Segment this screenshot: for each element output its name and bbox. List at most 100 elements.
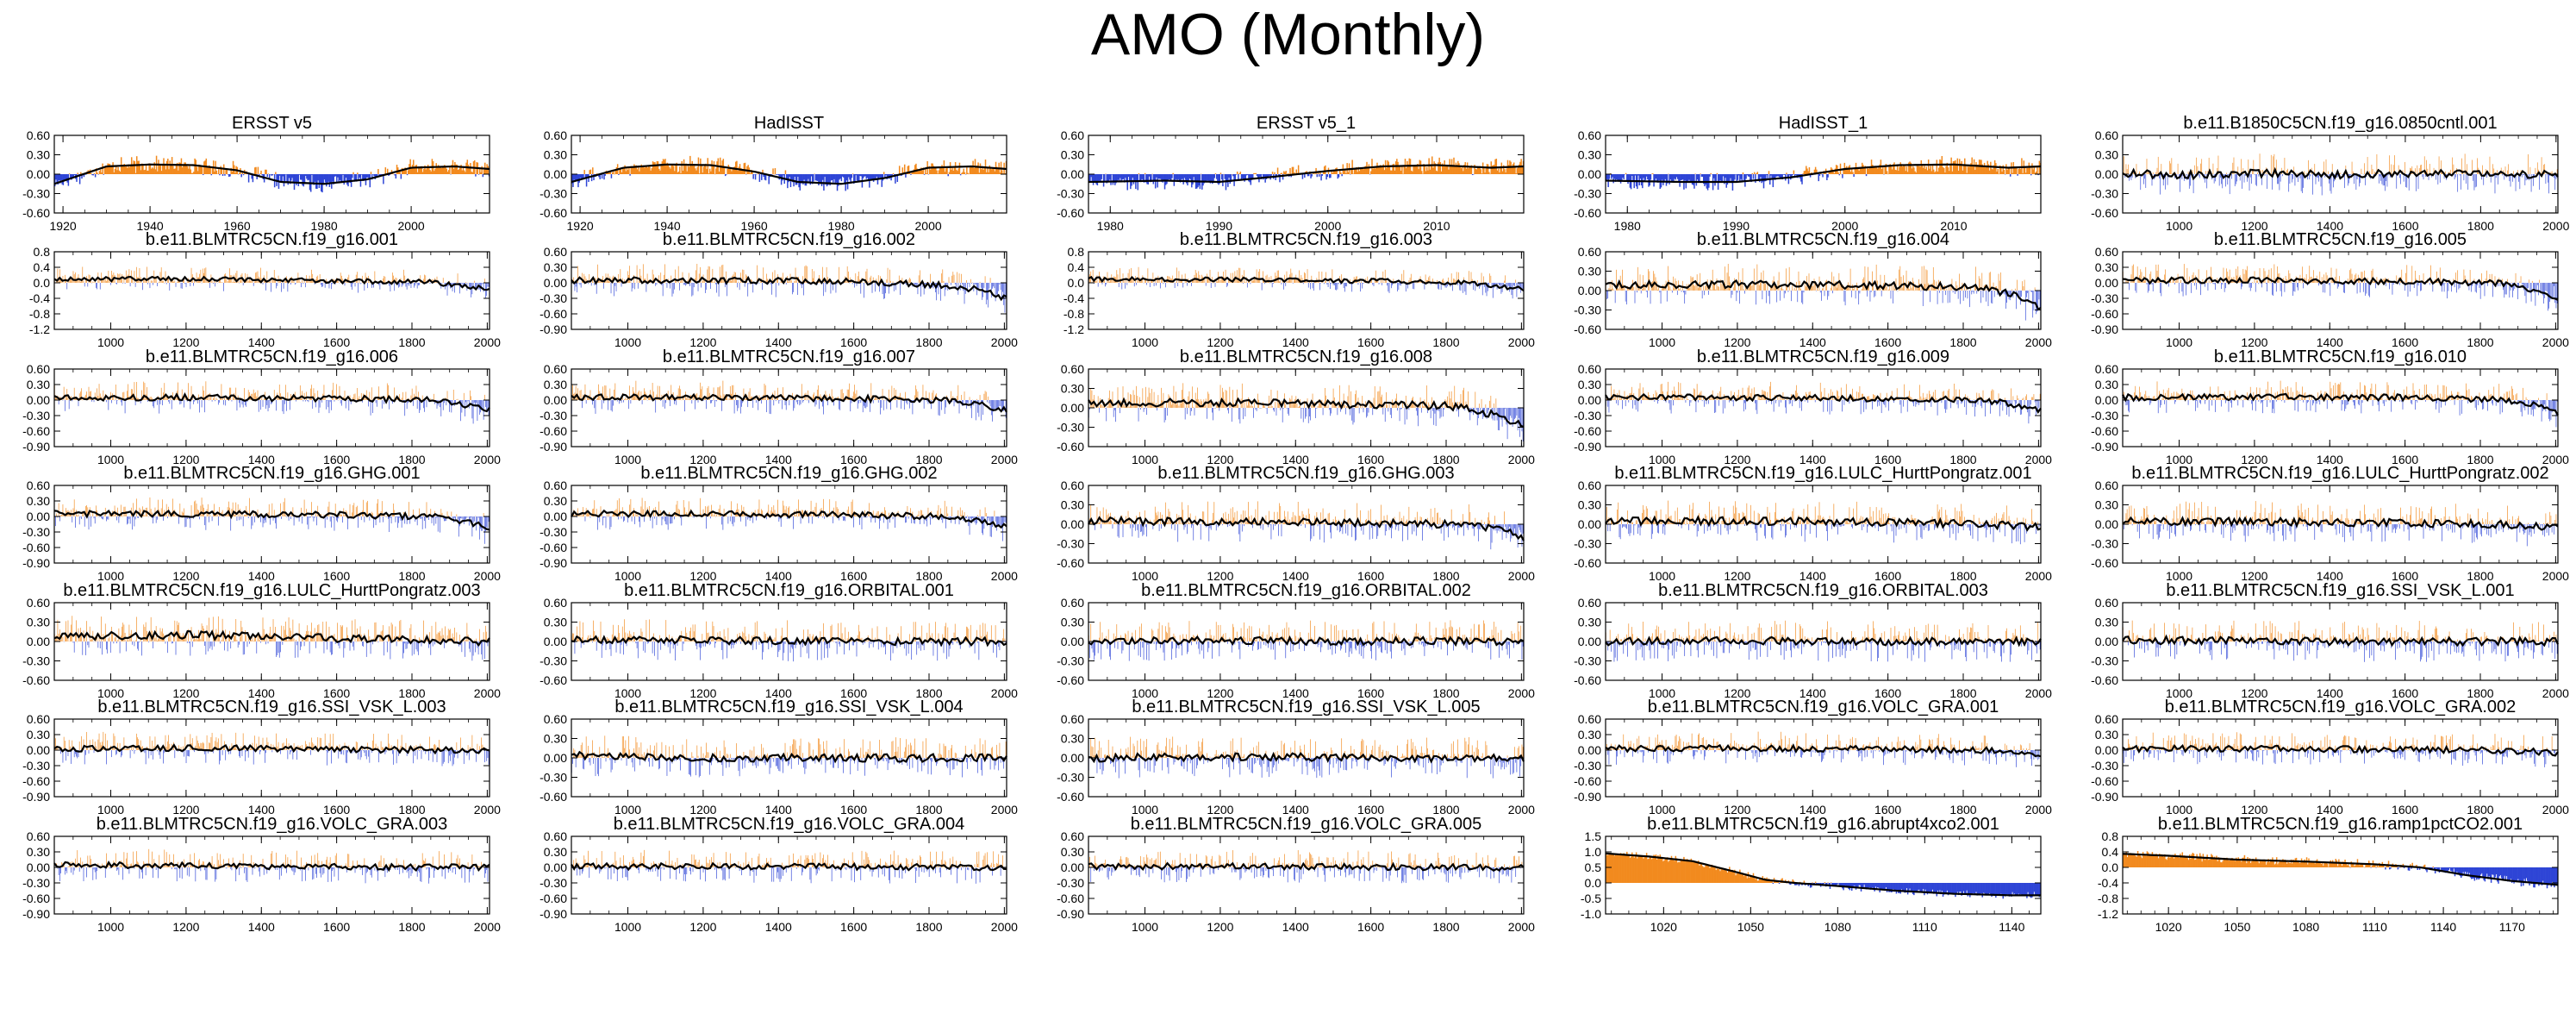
monthly-bar	[2196, 158, 2197, 174]
monthly-bar	[2178, 164, 2179, 174]
monthly-bar	[357, 172, 359, 174]
monthly-bar	[216, 171, 218, 174]
monthly-bar	[203, 174, 204, 175]
monthly-bar	[2438, 174, 2439, 185]
monthly-bar	[1110, 174, 1112, 185]
monthly-bar	[285, 280, 286, 283]
panel-title: b.e11.BLMTRC5CN.f19_g16.001	[146, 230, 398, 249]
monthly-bar	[2528, 154, 2529, 174]
monthly-bar	[224, 174, 226, 176]
monthly-bar	[1274, 172, 1276, 174]
x-tick-label: 1980	[1614, 219, 1641, 233]
monthly-bar	[1215, 173, 1217, 174]
monthly-bar	[2194, 166, 2195, 174]
y-tick-label: 0.00	[544, 167, 567, 181]
monthly-bar	[206, 267, 207, 283]
monthly-bar	[166, 283, 167, 285]
monthly-bar	[276, 283, 277, 288]
monthly-bar	[1288, 173, 1289, 174]
monthly-bar	[2282, 174, 2283, 176]
monthly-bar	[377, 169, 379, 174]
monthly-bar	[2004, 170, 2005, 174]
monthly-bar	[1236, 174, 1238, 175]
monthly-bar	[322, 283, 323, 286]
monthly-bar	[752, 174, 754, 179]
monthly-bar	[2546, 174, 2547, 184]
monthly-bar	[284, 281, 285, 283]
monthly-bar	[176, 283, 177, 287]
monthly-bar	[1965, 166, 1967, 174]
monthly-bar	[2169, 161, 2170, 174]
monthly-bar	[213, 283, 214, 284]
x-tick-label: 2000	[915, 219, 942, 233]
monthly-bar	[2374, 172, 2375, 174]
monthly-bar	[2537, 162, 2538, 174]
monthly-bar	[1322, 174, 1324, 176]
monthly-bar	[2140, 174, 2141, 190]
monthly-bar	[2257, 172, 2258, 174]
monthly-bar	[63, 276, 64, 283]
monthly-bar	[1271, 174, 1273, 176]
monthly-bar	[150, 283, 151, 288]
monthly-bar	[772, 168, 774, 174]
monthly-bar	[1793, 171, 1795, 174]
monthly-bar	[1699, 174, 1700, 182]
monthly-bar	[2364, 163, 2365, 174]
panel-3: ERSST v5_10.600.300.00-0.30-0.601980 1990…	[1057, 114, 1524, 233]
monthly-bar	[218, 169, 220, 174]
monthly-bar	[1327, 174, 1329, 177]
monthly-bar	[75, 272, 76, 283]
monthly-bar	[2306, 173, 2307, 174]
monthly-bar	[300, 282, 301, 283]
monthly-bar	[212, 281, 213, 283]
monthly-bar	[785, 170, 787, 174]
y-tick-label: 0.30	[1061, 148, 1084, 162]
monthly-bar	[2490, 157, 2491, 174]
monthly-bar	[2388, 174, 2389, 175]
monthly-bar	[1786, 172, 1787, 174]
monthly-bar	[2467, 174, 2468, 190]
monthly-bar	[103, 174, 105, 175]
monthly-bar	[147, 283, 148, 285]
monthly-bar	[77, 172, 78, 174]
monthly-bar	[163, 281, 164, 283]
x-tick-label: 1920	[50, 219, 77, 233]
x-tick-label: 1800	[2467, 219, 2494, 233]
monthly-bar	[714, 161, 715, 174]
monthly-bar	[296, 280, 297, 283]
monthly-bar	[281, 283, 282, 292]
monthly-bar	[1421, 171, 1423, 174]
y-tick-label: -0.60	[22, 206, 50, 220]
monthly-bar	[209, 283, 210, 288]
monthly-bar	[312, 274, 313, 283]
monthly-bar	[1792, 174, 1793, 175]
monthly-bar	[2153, 172, 2154, 174]
y-tick-label: 0.30	[2095, 148, 2118, 162]
monthly-bar	[478, 174, 480, 175]
monthly-bar	[274, 270, 275, 283]
monthly-bar	[1172, 173, 1174, 174]
monthly-bar	[1213, 174, 1215, 178]
monthly-bar	[449, 167, 451, 174]
series-bars	[2123, 153, 2557, 195]
monthly-bar	[80, 282, 81, 283]
monthly-bar	[755, 174, 757, 179]
y-tick-label: 0.60	[2095, 128, 2118, 142]
monthly-bar	[2507, 171, 2508, 174]
monthly-bar	[1488, 172, 1490, 174]
monthly-bar	[1481, 169, 1482, 174]
series-bars	[571, 156, 1007, 191]
monthly-bar	[288, 283, 289, 291]
monthly-bar	[134, 271, 135, 283]
monthly-bar	[2280, 174, 2281, 182]
monthly-bar	[2389, 155, 2390, 174]
monthly-bar	[1138, 174, 1139, 190]
monthly-bar	[2544, 164, 2545, 174]
monthly-bar	[2139, 172, 2140, 174]
monthly-bar	[1743, 172, 1744, 174]
monthly-bar	[1272, 172, 1274, 174]
y-tick-label: -0.30	[1057, 187, 1084, 201]
x-tick-label: 1000	[2166, 219, 2192, 233]
monthly-bar	[110, 283, 111, 285]
monthly-bar	[76, 281, 77, 283]
